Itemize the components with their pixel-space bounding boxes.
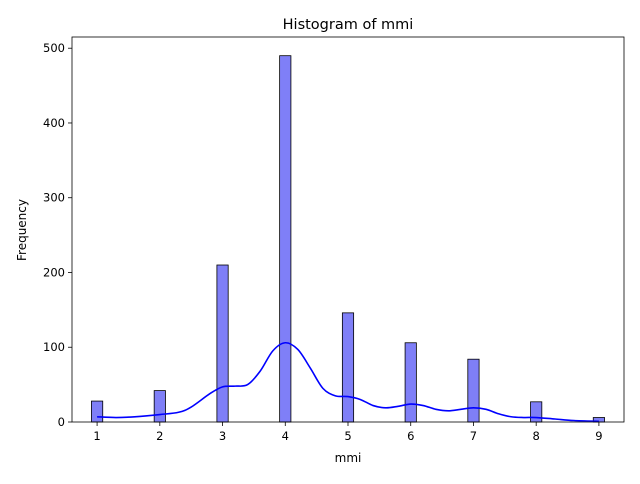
y-tick-label: 400 xyxy=(43,116,65,130)
y-axis-label: Frequency xyxy=(15,199,29,261)
x-tick-label: 3 xyxy=(219,429,226,443)
kde-layer xyxy=(97,341,599,423)
y-tick-label: 100 xyxy=(43,340,65,354)
histogram-bar-2 xyxy=(153,390,166,423)
histogram-bar-5 xyxy=(341,312,355,423)
x-tick-label: 4 xyxy=(282,429,289,443)
bars-layer xyxy=(91,55,605,423)
chart-title: Histogram of mmi xyxy=(283,17,414,33)
histogram-bar-7 xyxy=(467,358,480,423)
y-tick-label: 200 xyxy=(43,265,65,279)
x-tick-label: 9 xyxy=(595,429,602,443)
x-tick-label: 8 xyxy=(533,429,540,443)
x-tick-label: 6 xyxy=(407,429,414,443)
x-tick-label: 1 xyxy=(93,429,100,443)
y-tick-label: 500 xyxy=(43,41,65,55)
x-tick-label: 7 xyxy=(470,429,477,443)
histogram-bar-4 xyxy=(279,55,292,423)
x-axis-label: mmi xyxy=(335,451,362,465)
x-tick-label: 5 xyxy=(344,429,351,443)
histogram-bar-6 xyxy=(404,342,417,423)
y-tick-label: 300 xyxy=(43,191,65,205)
y-tick-label: 0 xyxy=(58,415,65,429)
histogram-bar-8 xyxy=(530,401,543,423)
histogram-bar-3 xyxy=(216,264,229,423)
axes-layer: 1 2 3 4 5 6 7 8 9 0 100 200 300 400 500 xyxy=(43,36,625,443)
x-tick-label: 2 xyxy=(156,429,163,443)
histogram-bar-1 xyxy=(91,400,104,423)
kde-line xyxy=(97,341,599,423)
